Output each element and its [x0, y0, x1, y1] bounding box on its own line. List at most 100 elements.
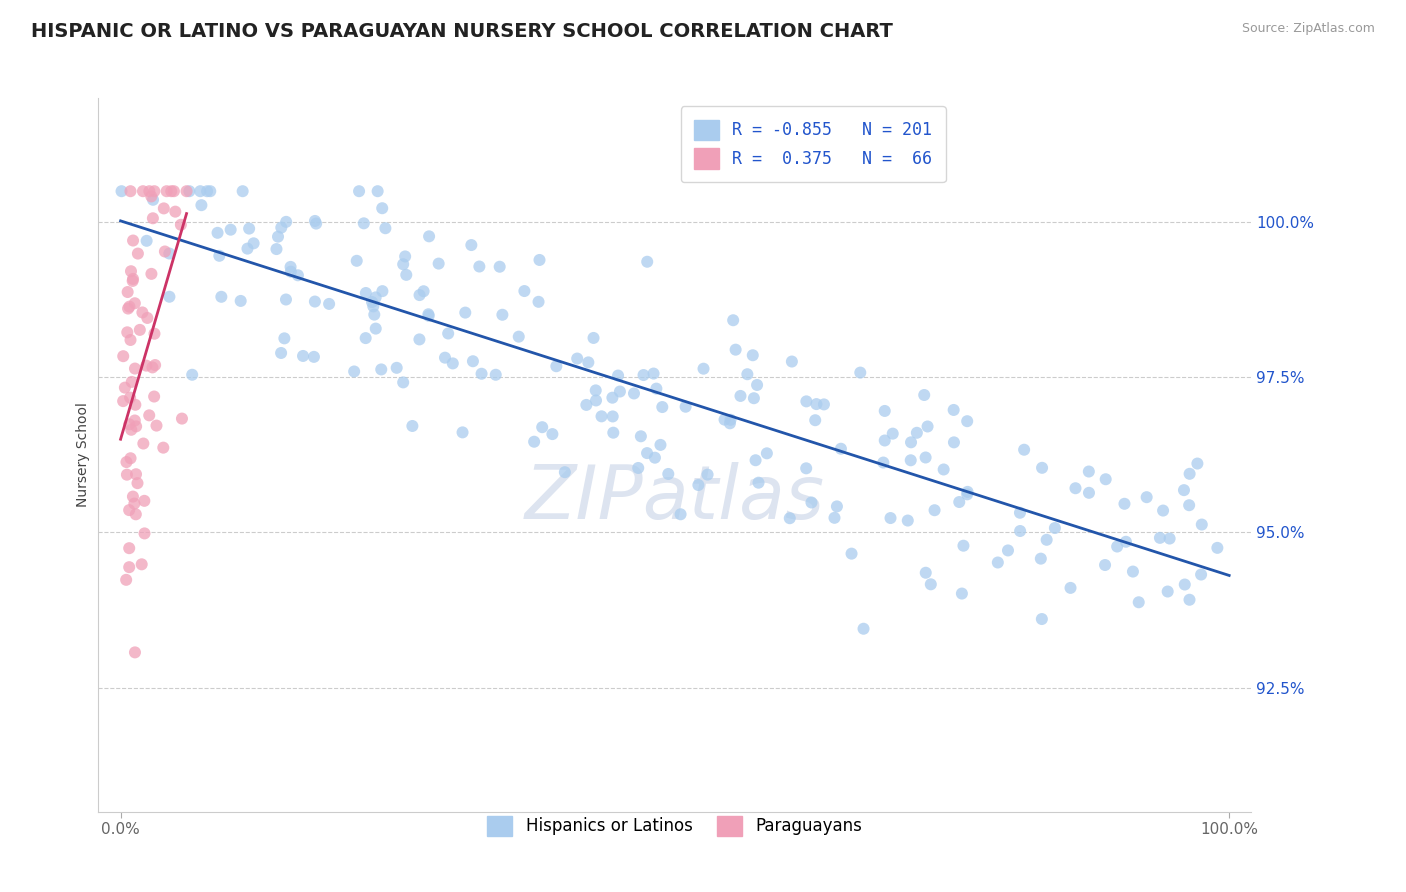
Point — [374, 221, 396, 235]
Point — [121, 274, 143, 288]
Point — [692, 361, 714, 376]
Point — [900, 453, 922, 467]
Point — [849, 366, 872, 380]
Point — [273, 331, 295, 345]
Point — [124, 398, 146, 412]
Point — [657, 467, 679, 481]
Point — [371, 284, 394, 298]
Point — [1178, 498, 1201, 512]
Point — [675, 400, 697, 414]
Point — [141, 360, 163, 375]
Point — [713, 412, 735, 426]
Point — [513, 284, 536, 298]
Point — [1012, 442, 1035, 457]
Point — [274, 293, 297, 307]
Point — [745, 378, 768, 392]
Point — [195, 184, 218, 198]
Point — [1064, 481, 1087, 495]
Point — [900, 435, 922, 450]
Point — [485, 368, 508, 382]
Point — [124, 296, 146, 310]
Point — [176, 184, 198, 198]
Point — [156, 184, 179, 198]
Point — [122, 272, 145, 286]
Point — [730, 389, 752, 403]
Point — [1031, 460, 1053, 475]
Point — [920, 577, 942, 591]
Point — [942, 435, 965, 450]
Point — [117, 326, 139, 340]
Point — [143, 390, 166, 404]
Point — [1178, 592, 1201, 607]
Point — [134, 526, 156, 541]
Point — [138, 184, 160, 198]
Point — [276, 215, 298, 229]
Point — [780, 354, 803, 368]
Point — [451, 425, 474, 440]
Point — [645, 382, 668, 396]
Point — [207, 226, 229, 240]
Point — [454, 305, 477, 319]
Point — [636, 254, 658, 268]
Point — [370, 362, 392, 376]
Point — [917, 419, 939, 434]
Point — [741, 348, 763, 362]
Point — [718, 417, 741, 431]
Point — [122, 234, 145, 248]
Point — [1206, 541, 1229, 555]
Point — [1149, 531, 1171, 545]
Point — [468, 260, 491, 274]
Point — [354, 285, 377, 300]
Point — [623, 386, 645, 401]
Point — [1157, 584, 1180, 599]
Point — [124, 361, 146, 376]
Point — [157, 246, 180, 260]
Point — [508, 329, 530, 343]
Point — [114, 381, 136, 395]
Point — [1114, 497, 1136, 511]
Point — [142, 211, 165, 226]
Point — [914, 566, 936, 580]
Point — [1107, 540, 1129, 554]
Point — [1191, 517, 1213, 532]
Point — [1128, 595, 1150, 609]
Point — [121, 375, 143, 389]
Point — [796, 394, 818, 409]
Point — [385, 360, 408, 375]
Point — [737, 368, 759, 382]
Point — [696, 467, 718, 482]
Point — [643, 367, 665, 381]
Point — [747, 475, 769, 490]
Point — [433, 351, 456, 365]
Point — [1173, 483, 1195, 497]
Point — [134, 493, 156, 508]
Point — [800, 495, 823, 509]
Point — [136, 310, 159, 325]
Point — [367, 184, 389, 198]
Point — [1159, 532, 1181, 546]
Point — [956, 487, 979, 501]
Point — [363, 308, 385, 322]
Point — [1059, 581, 1081, 595]
Point — [1035, 533, 1057, 547]
Point — [441, 356, 464, 370]
Point — [229, 293, 252, 308]
Point — [127, 246, 149, 260]
Point — [1029, 551, 1052, 566]
Point — [724, 343, 747, 357]
Point — [591, 409, 613, 424]
Point — [644, 450, 666, 465]
Point — [471, 367, 494, 381]
Point — [529, 252, 551, 267]
Point — [779, 511, 801, 525]
Point — [546, 359, 568, 374]
Point — [135, 234, 157, 248]
Point — [1152, 503, 1174, 517]
Point — [650, 438, 672, 452]
Point — [636, 446, 658, 460]
Point — [267, 229, 290, 244]
Point — [576, 355, 599, 369]
Point — [952, 539, 974, 553]
Point — [304, 294, 326, 309]
Point — [460, 238, 482, 252]
